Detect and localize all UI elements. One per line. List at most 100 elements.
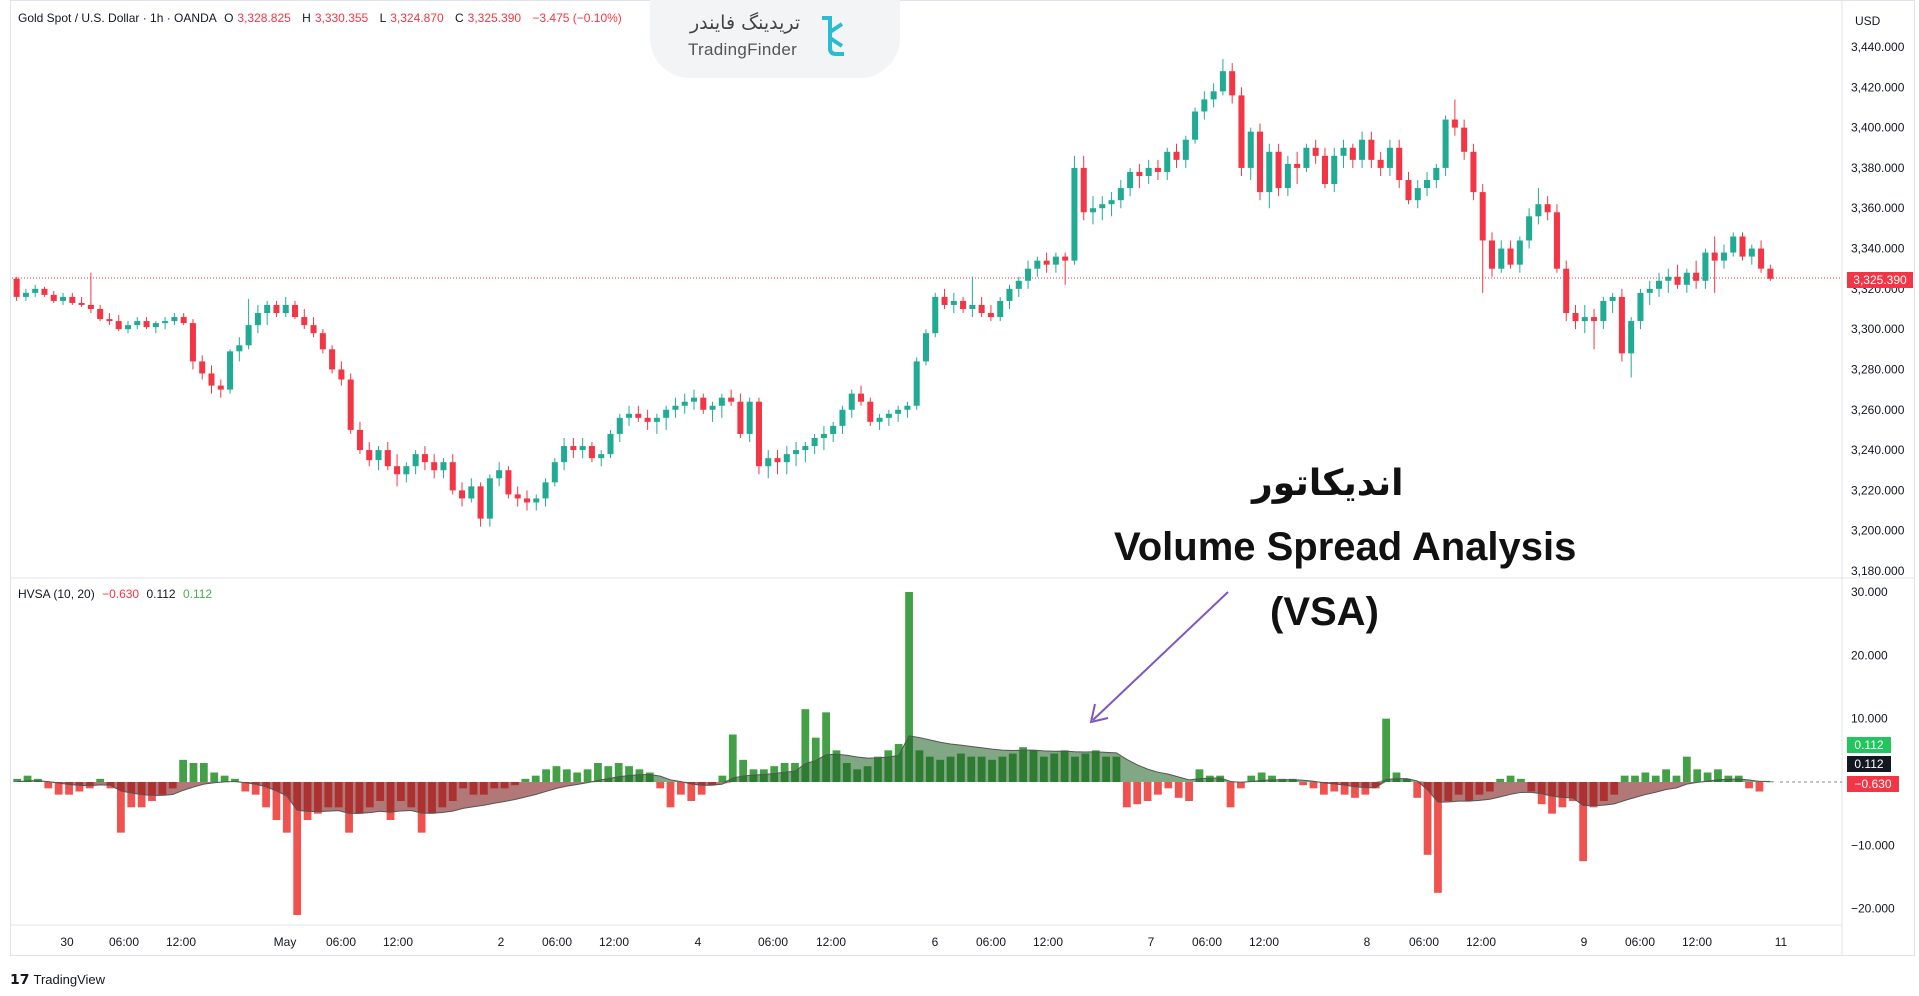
candle-body [1220, 71, 1226, 91]
candle-body [162, 321, 168, 323]
candle-body [1480, 192, 1486, 240]
candle-body [218, 386, 224, 390]
candle-body [1470, 152, 1476, 192]
candle-body [524, 498, 530, 502]
indicator-label-red: −0.630 [1847, 776, 1899, 792]
candle-body [450, 462, 456, 490]
symbol-header: Gold Spot / U.S. Dollar · 1h · OANDA O 3,… [18, 11, 626, 25]
candle-body [598, 454, 604, 458]
volume-bar [521, 779, 529, 782]
candle-body [1619, 297, 1625, 353]
candle-body [839, 410, 845, 426]
low-value: 3,324.870 [390, 11, 443, 25]
candle-body [1331, 156, 1337, 184]
candle-body [737, 402, 743, 434]
time-axis-label: 30 [60, 935, 74, 949]
candle-body [580, 446, 586, 450]
volume-bar [1164, 782, 1172, 788]
candle-body [505, 470, 511, 494]
volume-bar [1641, 773, 1649, 783]
tradingview-footer[interactable]: 𝟭𝟳 TradingView [10, 971, 105, 988]
candle-body [867, 402, 873, 422]
volume-bar [667, 782, 675, 807]
candle-body [1712, 253, 1718, 261]
volume-bar [563, 769, 571, 782]
candle-body [700, 398, 706, 410]
symbol-name[interactable]: Gold Spot / U.S. Dollar · 1h · OANDA [18, 11, 217, 25]
candle-body [812, 438, 818, 446]
volume-bar [221, 776, 229, 782]
candle-body [1322, 156, 1328, 184]
candle-body [1248, 132, 1254, 168]
candle-body [1071, 168, 1077, 261]
candle-body [747, 402, 753, 434]
candle-body [1211, 91, 1217, 99]
candle-body [617, 418, 623, 434]
candle-body [561, 446, 567, 462]
candle-body [1554, 212, 1560, 268]
candle-body [1582, 317, 1588, 321]
volume-bar [1123, 782, 1131, 807]
candle-body [979, 305, 985, 313]
candle-body [97, 309, 103, 319]
candle-body [1183, 140, 1189, 160]
time-axis-label: 06:00 [976, 935, 1006, 949]
candle-body [802, 446, 808, 450]
time-axis-label: 12:00 [816, 935, 846, 949]
candle-body [1266, 152, 1272, 192]
indicator-label-black: 0.112 [1847, 756, 1891, 772]
time-axis-label: 9 [1581, 935, 1588, 949]
candle-body [1424, 180, 1430, 188]
candle-body [1443, 120, 1449, 168]
candle-body [329, 349, 335, 369]
time-axis-label: 12:00 [1249, 935, 1279, 949]
volume-bar [1413, 782, 1421, 798]
candle-body [1656, 281, 1662, 289]
candle-body [1526, 216, 1532, 240]
candle-body [292, 305, 298, 317]
candle-body [997, 301, 1003, 317]
volume-bar [573, 773, 581, 783]
price-tick-label: 3,280.000 [1851, 362, 1905, 376]
candle-body [1229, 71, 1235, 95]
candle-body [1489, 240, 1495, 268]
candle-body [1081, 168, 1087, 212]
time-axis-label: 8 [1364, 935, 1371, 949]
candle-body [487, 478, 493, 518]
candle-body [1387, 148, 1393, 168]
price-tick-label: 3,220.000 [1851, 483, 1905, 497]
candle-body [478, 486, 484, 518]
volume-bar [1745, 782, 1753, 788]
indicator-name[interactable]: HVSA (10, 20) [18, 587, 95, 601]
candle-body [1016, 281, 1022, 289]
candle-body [988, 313, 994, 317]
candle-body [1396, 148, 1402, 180]
time-axis-label: 12:00 [1033, 935, 1063, 949]
candle-body [1313, 148, 1319, 156]
indicator-value-2: 0.112 [146, 587, 175, 601]
candle-body [1257, 132, 1263, 192]
candle-body [654, 418, 660, 422]
candle-body [793, 450, 799, 454]
candle-body [1276, 152, 1282, 188]
candle-body [23, 293, 29, 297]
candle-body [1637, 293, 1643, 321]
candle-body [376, 450, 382, 460]
candle-body [960, 301, 966, 309]
currency-label[interactable]: USD [1855, 14, 1880, 28]
time-axis-label: 06:00 [1409, 935, 1439, 949]
candle-body [710, 406, 716, 410]
candle-body [663, 410, 669, 418]
candle-body [849, 394, 855, 410]
candle-body [283, 305, 289, 313]
time-axis-label: 12:00 [1682, 935, 1712, 949]
candle-body [1433, 168, 1439, 180]
candle-body [134, 321, 140, 325]
candle-body [403, 466, 409, 474]
candle-body [144, 321, 150, 327]
volume-bar [1185, 782, 1193, 801]
candle-body [682, 402, 688, 406]
volume-bar [1227, 782, 1235, 807]
candle-body [1415, 188, 1421, 200]
